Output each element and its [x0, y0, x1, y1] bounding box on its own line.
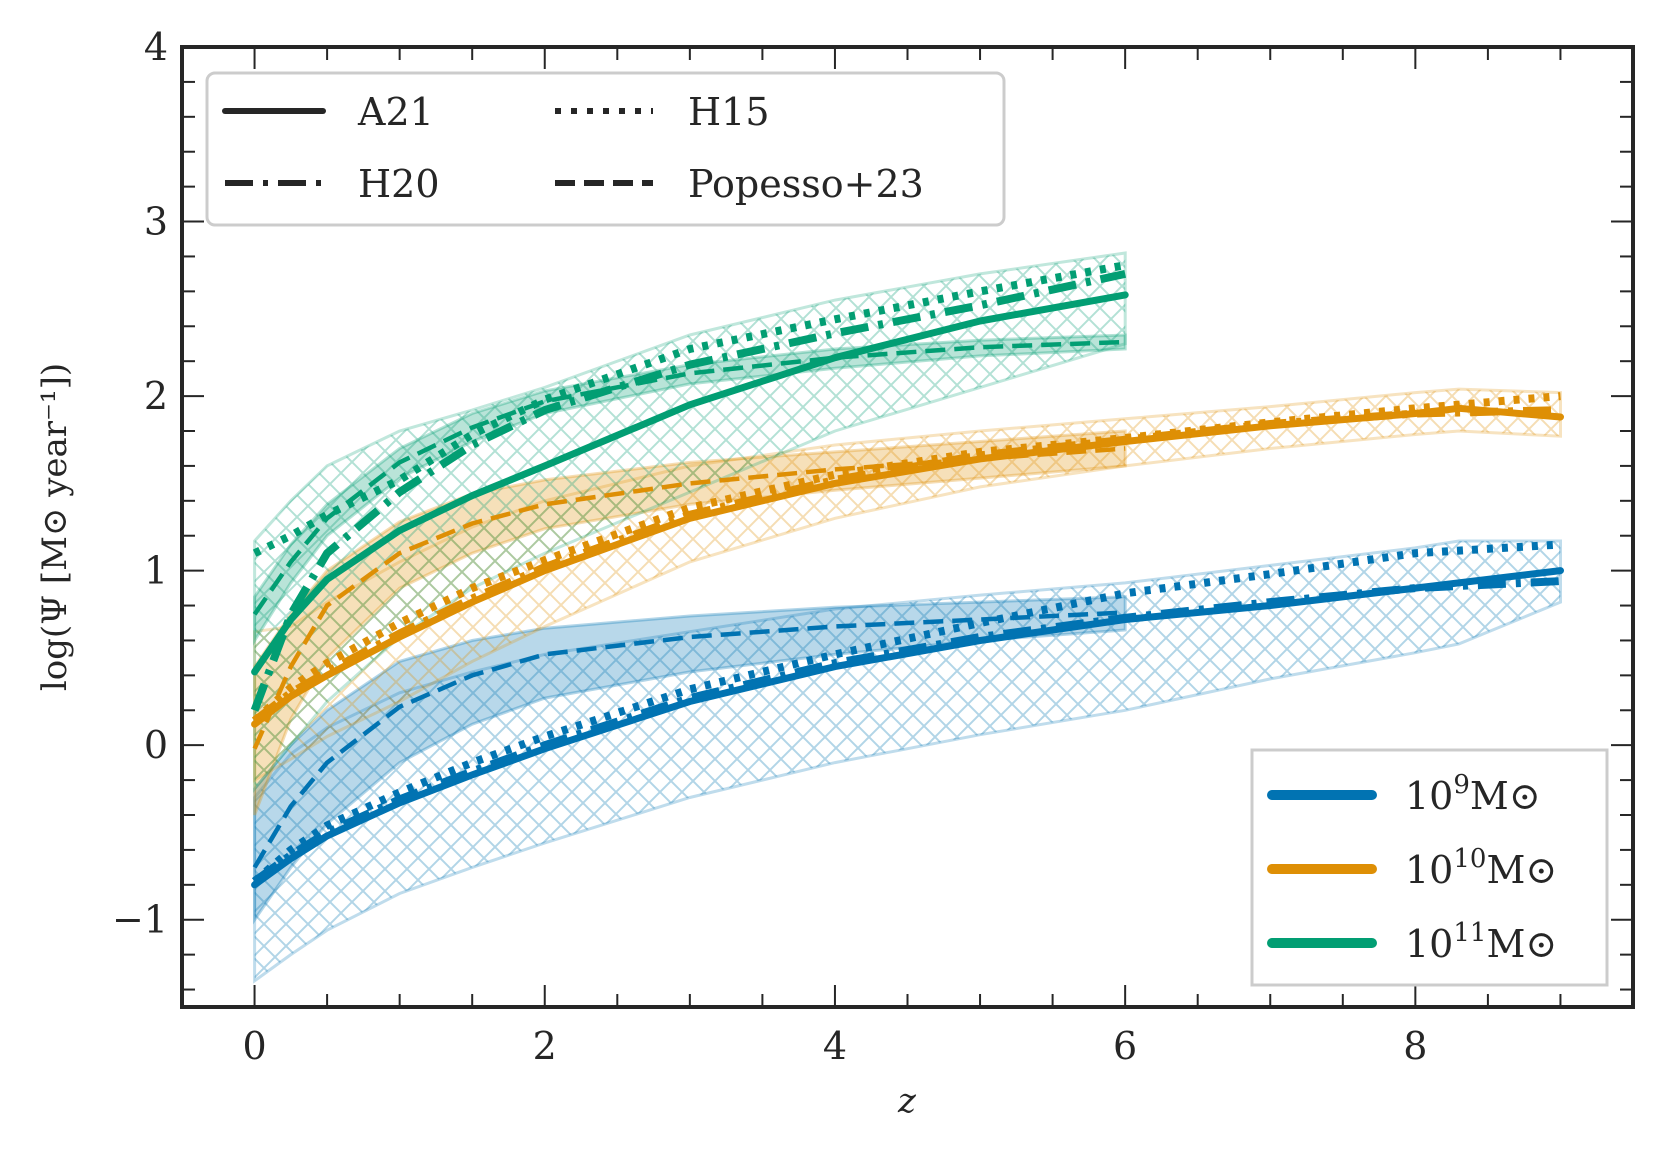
shaded-band-mass_1e11	[253, 333, 1127, 646]
x-tick-label: 4	[823, 1024, 847, 1068]
line-h20-mass_1e10	[252, 406, 1561, 724]
y-tick-label: 1	[144, 549, 168, 593]
line-popesso23-mass_1e9	[252, 610, 1126, 869]
legend-label: H20	[358, 162, 440, 206]
x-tick-label: 8	[1403, 1024, 1427, 1068]
hatched-band-mass_1e11	[253, 251, 1127, 793]
line-h20-mass_1e9	[252, 577, 1561, 885]
x-tick-label: 2	[533, 1024, 557, 1068]
line-h15-mass_1e11	[252, 261, 1126, 557]
x-tick-labels: 0 2 4 6 8	[242, 1024, 1427, 1068]
line-popesso23-mass_1e10	[252, 446, 1126, 750]
x-tick-label: 6	[1113, 1024, 1137, 1068]
mass-legend: 109M⊙ 1010M⊙ 1011M⊙	[1250, 748, 1609, 987]
y-tick-label: 3	[144, 200, 168, 244]
y-tick-label: 4	[144, 25, 168, 69]
line-a21-mass_1e11	[251, 291, 1129, 676]
line-h15-mass_1e10	[251, 392, 1561, 724]
y-tick-label: 2	[144, 374, 168, 418]
y-axis-label: log(Ψ [M⊙ year⁻¹])	[35, 363, 75, 691]
plot-frame	[180, 45, 1635, 1009]
axis-ticks	[181, 46, 1634, 1007]
legend-label: Popesso+23	[688, 162, 924, 206]
mass-legend-label: 1010M⊙	[1405, 844, 1557, 892]
mass-legend-label: 1011M⊙	[1405, 918, 1557, 966]
style-legend-box	[205, 71, 1006, 227]
mass-legend-label: 109M⊙	[1405, 770, 1541, 818]
y-tick-label: −1	[112, 898, 168, 942]
line-h20-mass_1e11	[250, 269, 1127, 712]
line-popesso23-mass_1e11	[252, 339, 1126, 616]
y-tick-labels: −1 0 1 2 3 4	[112, 25, 168, 942]
line-h15-mass_1e9	[251, 540, 1561, 885]
x-axis-label: z	[897, 1081, 917, 1121]
style-legend: A21 H20 H15 Popesso+23	[205, 71, 1006, 227]
x-tick-label: 0	[242, 1024, 266, 1068]
y-tick-label: 0	[144, 723, 168, 767]
legend-label: H15	[688, 90, 770, 134]
legend-label: A21	[357, 90, 434, 134]
model-lines	[250, 261, 1564, 889]
